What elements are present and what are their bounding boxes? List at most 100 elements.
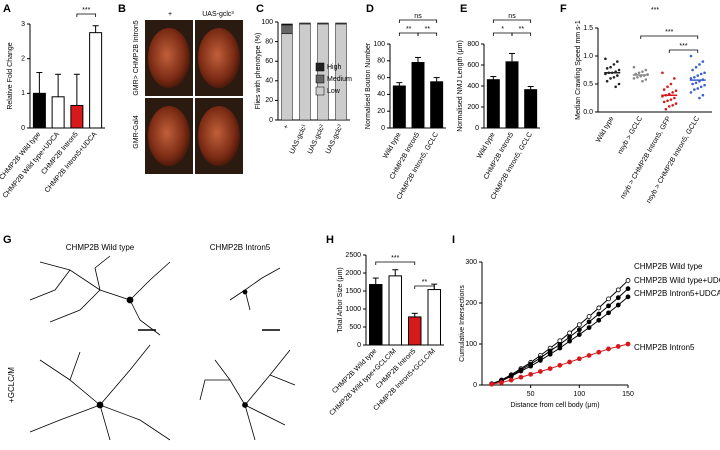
y-tick-label: 500 bbox=[349, 324, 361, 331]
data-point bbox=[674, 89, 678, 93]
y-tick-label: 200 bbox=[465, 300, 477, 307]
y-tick-label: 40 bbox=[265, 78, 273, 85]
significance-bracket bbox=[492, 32, 513, 36]
x-tick-label: UAS-gclc¹ bbox=[289, 123, 309, 155]
y-axis-label: Cumulative Intersections bbox=[459, 285, 466, 362]
y-tick-label: 80 bbox=[265, 38, 273, 45]
data-point bbox=[694, 81, 698, 85]
panel-label: D bbox=[366, 3, 374, 15]
data-point bbox=[696, 87, 700, 90]
y-axis-label: Normalised Bouton Number bbox=[365, 42, 372, 129]
series-line bbox=[491, 280, 629, 385]
data-point bbox=[689, 77, 693, 80]
y-tick-label: 0 bbox=[473, 382, 477, 389]
data-point bbox=[664, 107, 668, 111]
data-point bbox=[518, 368, 524, 374]
data-point bbox=[615, 287, 621, 293]
significance-label: *** bbox=[82, 7, 90, 14]
data-point bbox=[667, 105, 671, 108]
x-tick-label: UAS-gclc³ bbox=[325, 123, 345, 155]
data-point bbox=[605, 79, 609, 83]
data-point bbox=[641, 70, 644, 73]
data-point bbox=[673, 77, 676, 80]
significance-label: ** bbox=[406, 26, 412, 33]
data-point bbox=[674, 102, 678, 105]
column-label: CHMP2B Wild type bbox=[66, 243, 135, 252]
x-tick-label: 150 bbox=[622, 391, 634, 398]
legend-label: CHMP2B Intron5 bbox=[634, 343, 695, 352]
y-tick-label: 0 bbox=[475, 125, 479, 132]
photo-panel: + UAS-gclc³ GMR> CHMP2B Intron5 GMR-Gal4 bbox=[133, 11, 243, 174]
x-tick-label: nsyb > CHMP2B Intron5, GFP bbox=[620, 115, 673, 200]
data-point bbox=[606, 346, 611, 352]
data-point bbox=[644, 68, 648, 72]
n-label: 7 bbox=[510, 118, 514, 125]
data-point bbox=[693, 88, 696, 91]
significance-bracket bbox=[640, 35, 699, 39]
x-tick-label: nsyb > CHMP2B Intron5, GCLC bbox=[646, 115, 702, 204]
x-tick-label: Wild type bbox=[382, 131, 403, 160]
y-tick-label: 0.5 bbox=[583, 81, 593, 88]
y-axis-label: Median Crawling Speed mm s-1 bbox=[575, 20, 582, 120]
y-tick-label: 100 bbox=[465, 341, 477, 348]
bar-segment bbox=[335, 23, 347, 121]
y-tick-label: 2000 bbox=[345, 270, 361, 277]
panel-label: H bbox=[326, 234, 334, 246]
data-point bbox=[576, 327, 582, 333]
data-point bbox=[567, 334, 572, 340]
y-tick-label: 1.5 bbox=[583, 25, 593, 32]
significance-bracket bbox=[398, 19, 438, 23]
y-tick-label: 0 bbox=[381, 125, 385, 132]
significance-label: * bbox=[501, 26, 504, 33]
legend-label: CHMP2B Intron5+UDCA bbox=[634, 289, 720, 298]
y-tick-label: 100 bbox=[373, 41, 385, 48]
data-point bbox=[691, 82, 694, 86]
data-point bbox=[625, 294, 631, 300]
data-point bbox=[567, 338, 572, 344]
row-label: GMR-Gal4 bbox=[133, 115, 140, 149]
bar bbox=[524, 89, 538, 129]
bar-segment bbox=[281, 23, 293, 26]
data-point bbox=[698, 63, 701, 66]
data-point bbox=[528, 371, 534, 377]
legend-label: CHMP2B Wild type bbox=[634, 262, 703, 271]
data-point bbox=[586, 314, 592, 319]
n-label: 8 bbox=[397, 118, 401, 125]
soma bbox=[126, 296, 134, 304]
data-point bbox=[612, 75, 616, 79]
n-label: 7 bbox=[416, 118, 420, 125]
data-point bbox=[596, 305, 602, 311]
y-tick-label: 40 bbox=[377, 91, 385, 98]
data-point bbox=[609, 77, 612, 80]
y-tick-label: 80 bbox=[377, 58, 385, 65]
data-point bbox=[701, 60, 705, 63]
data-point bbox=[662, 100, 666, 104]
bar bbox=[427, 289, 441, 346]
data-point bbox=[557, 345, 563, 351]
data-point bbox=[606, 303, 611, 309]
data-point bbox=[698, 96, 701, 100]
data-point bbox=[662, 88, 666, 91]
y-tick-label: 1500 bbox=[345, 288, 361, 295]
bar-segment bbox=[281, 24, 293, 35]
data-point bbox=[615, 295, 621, 301]
panel-label: E bbox=[460, 3, 467, 15]
soma bbox=[242, 402, 248, 408]
data-point bbox=[689, 91, 693, 94]
data-point bbox=[586, 319, 592, 325]
legend-swatch bbox=[315, 74, 325, 84]
data-point bbox=[644, 78, 648, 81]
data-point bbox=[616, 74, 619, 77]
bar bbox=[430, 81, 444, 129]
column-label: UAS-gclc³ bbox=[202, 11, 234, 18]
data-point bbox=[508, 377, 514, 383]
y-tick-label: 1000 bbox=[345, 306, 361, 313]
significance-bracket bbox=[511, 32, 532, 36]
significance-label: ns bbox=[508, 13, 516, 20]
bar bbox=[411, 61, 425, 129]
data-point bbox=[632, 77, 636, 80]
data-point bbox=[703, 83, 706, 87]
significance-label: *** bbox=[665, 29, 673, 36]
data-point bbox=[614, 85, 617, 89]
